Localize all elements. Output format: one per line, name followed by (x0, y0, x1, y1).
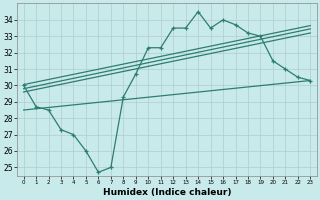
X-axis label: Humidex (Indice chaleur): Humidex (Indice chaleur) (103, 188, 231, 197)
